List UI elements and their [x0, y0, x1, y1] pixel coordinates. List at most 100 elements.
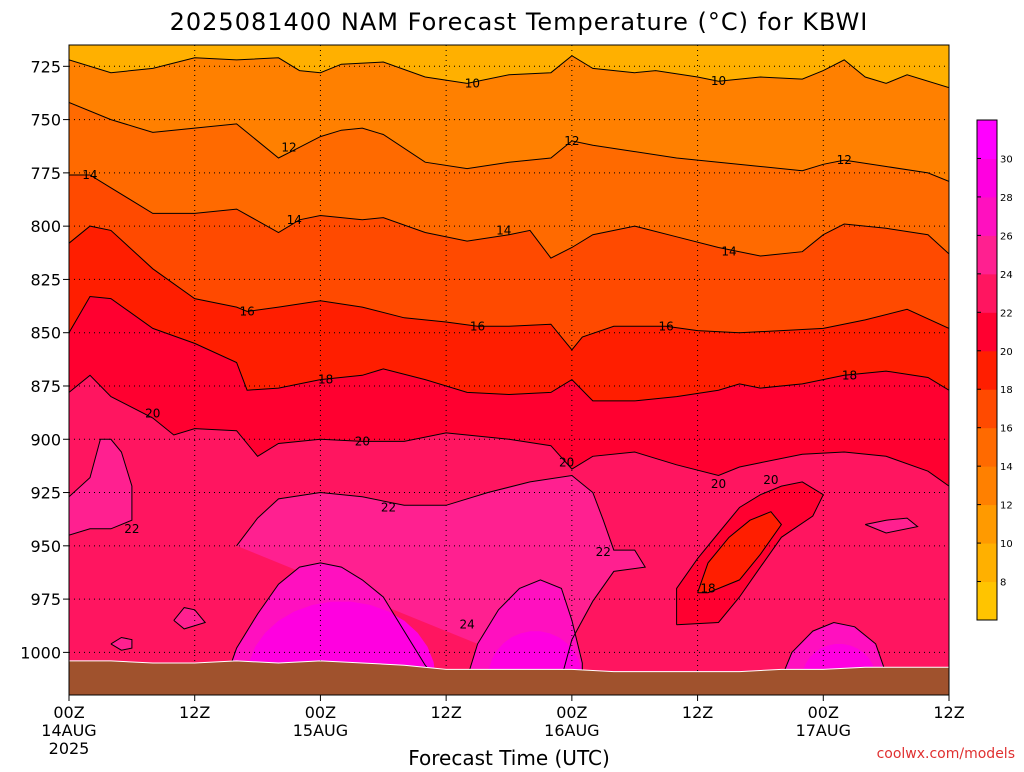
colorbar-swatch: [977, 273, 997, 313]
plot-frame: [68, 44, 950, 696]
isotherm-line: [69, 174, 949, 259]
core-fill-0: [247, 601, 436, 678]
isotherm-label: 16: [470, 319, 485, 333]
colorbar-tick-label: 18: [1000, 385, 1013, 396]
colorbar-tick-label: 8: [1000, 578, 1006, 589]
colorbar-swatch: [977, 158, 997, 198]
ground-surface: [69, 660, 949, 695]
x-tick-label: 12Z: [179, 703, 210, 722]
isotherm-line: [676, 481, 824, 626]
isotherm-line: [697, 511, 783, 594]
colorbar-tick-label: 16: [1000, 424, 1013, 435]
y-tick-label: 1000: [20, 643, 61, 662]
isotherm-line: [69, 374, 949, 487]
x-tick-label: 00Z: [808, 703, 839, 722]
x-axis-label: Forecast Time (UTC): [408, 746, 610, 768]
isotherm-label: 10: [465, 76, 480, 90]
isotherm-line: [466, 579, 583, 679]
isotherm-label: 22: [596, 545, 611, 559]
y-tick-label: 925: [30, 484, 61, 503]
ground-terrain: [69, 660, 949, 695]
isotherm-line: [69, 438, 133, 536]
y-tick-label: 950: [30, 537, 61, 556]
region-fill-18-6: [697, 511, 782, 593]
y-tick-label: 900: [30, 430, 61, 449]
isotherm-label: 20: [355, 434, 370, 448]
isotherm-line: [69, 102, 949, 182]
colorbar-frame: [976, 119, 998, 621]
x-tick-label: 12Z: [682, 703, 713, 722]
isotherm-label: 20: [763, 473, 778, 487]
colorbar-tick-label: 10: [1000, 539, 1013, 550]
isotherm-label: 22: [381, 500, 396, 514]
isotherm-line: [236, 474, 647, 679]
isotherm-line: [110, 636, 133, 651]
isotherm-label: 14: [721, 245, 736, 259]
colorbar-tick-label: 12: [1000, 501, 1013, 512]
colorbar-swatch: [977, 466, 997, 506]
y-tick-label: 725: [30, 57, 61, 76]
isotherm-label: 12: [281, 140, 296, 154]
colorbar-swatch: [977, 312, 997, 352]
x-tick-date: 15AUG: [293, 721, 348, 740]
y-tick-label: 825: [30, 270, 61, 289]
y-axis: 725 750 775 800 825 850 875 900 925 950 975 1000: [20, 57, 69, 662]
isotherm-labels: 10 10 12 12 12 14 14 14 14 16 16 16 18 18 18 20 20 20 20 20…: [82, 74, 857, 631]
chart-title: 2025081400 NAM Forecast Temperature (°C)…: [170, 8, 869, 36]
colorbar-swatch: [977, 427, 997, 467]
isotherm-label: 18: [318, 373, 333, 387]
x-tick-label: 00Z: [556, 703, 587, 722]
colorbar: 8 10 12 14 16 18 20 22 24 26 28 30: [976, 119, 1013, 621]
isotherm-line: [173, 607, 207, 630]
colorbar-swatch: [977, 196, 997, 236]
colorbar-tick-label: 26: [1000, 231, 1013, 242]
colorbar-swatch: [977, 504, 997, 544]
y-tick-label: 800: [30, 217, 61, 236]
y-tick-label: 775: [30, 164, 61, 183]
colorbar-swatch: [977, 235, 997, 275]
isotherm-label: 20: [711, 477, 726, 491]
isotherm-line: [69, 55, 949, 89]
region-fill-22-0: [69, 439, 132, 536]
colorbar-swatch: [977, 120, 997, 159]
x-tick-label: 00Z: [305, 703, 336, 722]
core-fill-1: [488, 631, 583, 678]
x-tick-date: 17AUG: [796, 721, 851, 740]
isotherm-label: 10: [711, 74, 726, 88]
colorbar-swatch: [977, 581, 997, 621]
plot-area: [69, 45, 949, 695]
colorbar-tick-label: 24: [1000, 270, 1013, 281]
isotherm-label: 20: [145, 407, 160, 421]
isotherm-label: 24: [459, 618, 474, 632]
y-tick-label: 750: [30, 111, 61, 130]
colorbar-tick-label: 28: [1000, 193, 1013, 204]
isotherm-line: [225, 562, 437, 679]
colorbar-tick-label: 30: [1000, 154, 1013, 165]
isotherm-label: 12: [564, 134, 579, 148]
isotherm-label: 18: [842, 368, 857, 382]
isotherm-line: [69, 225, 949, 351]
x-tick-label: 00Z: [53, 703, 84, 722]
isotherm-label: 22: [124, 522, 139, 536]
colorbar-tick-label: 20: [1000, 347, 1013, 358]
isotherm-label: 16: [239, 304, 254, 318]
colorbar-tick-label: 22: [1000, 308, 1013, 319]
isotherm-line: [69, 295, 949, 402]
colorbar-tick-label: 14: [1000, 462, 1013, 473]
x-tick-date: 14AUG: [41, 721, 96, 740]
region-fill-22-8: [173, 607, 206, 629]
isotherm-label: 18: [700, 581, 715, 595]
y-tick-label: 975: [30, 590, 61, 609]
isotherm-line: [865, 517, 919, 534]
isotherms: [69, 55, 949, 679]
credit-link[interactable]: coolwx.com/models: [877, 746, 1015, 762]
isotherm-label: 14: [496, 223, 511, 237]
x-tick-date: 16AUG: [544, 721, 599, 740]
x-tick-year: 2025: [49, 739, 90, 758]
x-tick-label: 12Z: [933, 703, 964, 722]
isotherm-label: 16: [659, 319, 674, 333]
isotherm-label: 20: [559, 456, 574, 470]
